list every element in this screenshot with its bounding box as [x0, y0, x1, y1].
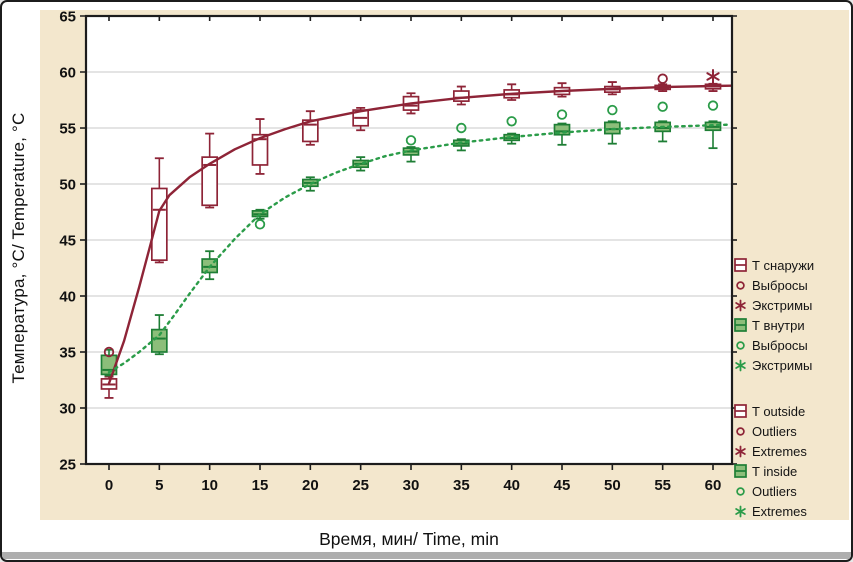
- y-tick-label-60: 60: [59, 65, 76, 82]
- outlier-circle-inside-x30: [405, 135, 417, 146]
- y-tick-label-50: 50: [59, 177, 76, 194]
- legend-label-ekstrimy-inside: Экстримы: [752, 357, 813, 373]
- box-outside-x35: [452, 90, 470, 102]
- outlier-circle-inside-x45: [556, 109, 568, 120]
- box-outside-x5: [150, 187, 168, 262]
- legend-item-ekstrimy-outside: Экстримы: [733, 295, 814, 315]
- asterisk-icon: [735, 299, 746, 312]
- x-tick-label-10: 10: [201, 477, 218, 494]
- fit-line-outside: [107, 84, 733, 385]
- legend-label-ekstrimy-outside: Экстримы: [752, 297, 813, 313]
- x-tick-label-40: 40: [503, 477, 520, 494]
- box-filled-icon: [734, 464, 747, 478]
- circle-icon: [736, 341, 745, 350]
- extreme-asterisk-outside-x60-spoke2: [706, 72, 720, 81]
- legend-item-t-vnutri: Т внутри: [733, 315, 814, 335]
- x-tick-label-45: 45: [554, 477, 571, 494]
- outlier-circle-inside-x60: [707, 100, 719, 111]
- legend-item-t-inside: T inside: [733, 461, 807, 481]
- legend-label-outliers-inside: Outliers: [752, 483, 797, 499]
- y-tick-label-30: 30: [59, 401, 76, 418]
- legend-label-t-inside: T inside: [752, 463, 798, 479]
- x-tick-label-30: 30: [403, 477, 420, 494]
- x-tick-label-50: 50: [604, 477, 621, 494]
- legend-item-outliers-inside: Outliers: [733, 481, 807, 501]
- legend-item-extremes-outside: Extremes: [733, 441, 807, 461]
- box-inside-x45: [553, 123, 571, 136]
- x-tick-label-35: 35: [453, 477, 470, 494]
- x-tick-label-25: 25: [352, 477, 369, 494]
- circle-icon: [736, 487, 745, 496]
- box-inside-x5: [150, 328, 168, 353]
- y-tick-label-65: 65: [59, 9, 76, 26]
- box-open-icon: [734, 404, 747, 418]
- legend-item-vybrosy-outside: Выбросы: [733, 275, 814, 295]
- box-outside-x15: [251, 133, 269, 166]
- legend-label-extremes-inside: Extremes: [752, 503, 807, 519]
- legend-label-outliers-outside: Outliers: [752, 423, 797, 439]
- box-filled-icon: [734, 318, 747, 332]
- asterisk-icon: [735, 445, 746, 458]
- y-tick-label-55: 55: [59, 121, 76, 138]
- outlier-circle-outside-x55: [657, 73, 668, 84]
- fit-line-inside: [107, 123, 733, 374]
- box-outside-x10: [201, 156, 219, 207]
- x-axis-title: Время, мин/ Time, min: [319, 529, 499, 549]
- x-tick-label-55: 55: [654, 477, 671, 494]
- x-tick-label-0: 0: [105, 477, 113, 494]
- legend-item-outliers-outside: Outliers: [733, 421, 807, 441]
- legend-label-t-vnutri: Т внутри: [752, 317, 805, 333]
- legend-item-vybrosy-inside: Выбросы: [733, 335, 814, 355]
- legend-item-ekstrimy-inside: Экстримы: [733, 355, 814, 375]
- outlier-circle-inside-x55: [657, 101, 668, 112]
- legend-label-vybrosy-outside: Выбросы: [752, 277, 808, 293]
- y-tick-label-25: 25: [59, 457, 76, 474]
- outlier-circle-inside-x40: [506, 116, 517, 127]
- bottom-bar: [2, 552, 851, 559]
- legend-label-t-outside: T outside: [752, 403, 806, 419]
- legend-item-t-outside: T outside: [733, 401, 807, 421]
- legend-item-extremes-inside: Extremes: [733, 501, 807, 521]
- y-tick-label-40: 40: [59, 289, 76, 306]
- legend-label-extremes-outside: Extremes: [752, 443, 807, 459]
- outlier-circle-inside-x15: [254, 219, 266, 230]
- legend-label-t-snaruzhi: Т снаружи: [752, 257, 815, 273]
- outlier-circle-inside-x35: [456, 122, 467, 134]
- y-tick-label-35: 35: [59, 345, 76, 362]
- legend-item-t-snaruzhi: Т снаружи: [733, 255, 814, 275]
- asterisk-icon: [735, 505, 746, 518]
- legend-label-vybrosy-inside: Выбросы: [752, 337, 808, 353]
- legend-group-english: T outside Outliers Extremes T inside Outlier…: [733, 401, 807, 521]
- x-tick-label-20: 20: [302, 477, 319, 494]
- x-tick-label-5: 5: [155, 477, 163, 494]
- x-tick-label-15: 15: [252, 477, 269, 494]
- outlier-circle-inside-x50: [607, 104, 618, 116]
- circle-icon: [736, 281, 745, 290]
- outlier-circle-outside-x0: [103, 346, 115, 358]
- box-open-icon: [734, 258, 747, 272]
- y-axis-title: Температура, °C/ Temperature, °C: [9, 112, 28, 384]
- circle-icon: [736, 427, 745, 436]
- x-tick-label-60: 60: [705, 477, 722, 494]
- legend-group-russian: Т снаружи Выбросы Экстримы Т внутри Выбросы Э…: [733, 255, 814, 375]
- asterisk-icon: [735, 359, 746, 372]
- y-tick-label-45: 45: [59, 233, 76, 250]
